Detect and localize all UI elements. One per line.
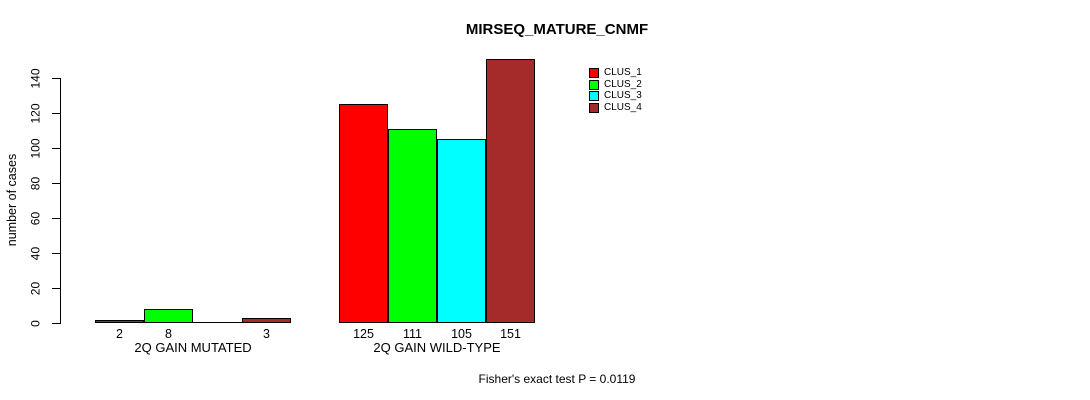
legend-swatch-clus-2: [589, 80, 599, 90]
bar-value-label-clus-4-2q-gain-mutated: 3: [263, 327, 270, 341]
y-axis-tick: [52, 113, 60, 114]
pvalue-annotation: Fisher's exact test P = 0.0119: [478, 372, 636, 386]
y-axis-tick: [52, 288, 60, 289]
bar-clus-2-2q-gain-mutated: [144, 309, 193, 323]
legend-label-clus-1: CLUS_1: [604, 67, 642, 78]
y-axis-tick-label: 20: [28, 281, 43, 295]
y-axis-tick: [52, 323, 60, 324]
category-label-2q-gain-mutated: 2Q GAIN MUTATED: [134, 340, 252, 355]
legend-swatch-clus-3: [589, 91, 599, 101]
bar-value-label-clus-1-2q-gain-wild-type: 125: [353, 327, 374, 341]
y-axis-tick-label: 40: [28, 246, 43, 260]
legend-swatch-clus-4: [589, 103, 599, 113]
y-axis-line: [60, 78, 61, 324]
bar-clus-2-2q-gain-wild-type: [388, 128, 437, 323]
bar-clus-1-2q-gain-wild-type: [339, 104, 388, 323]
category-label-2q-gain-wild-type: 2Q GAIN WILD-TYPE: [373, 340, 501, 355]
legend-label-clus-3: CLUS_3: [604, 90, 642, 101]
bar-value-label-clus-1-2q-gain-mutated: 2: [116, 327, 123, 341]
y-axis-tick-label: 0: [28, 319, 43, 327]
bar-value-label-clus-2-2q-gain-wild-type: 111: [402, 327, 422, 341]
y-axis-label: number of cases: [5, 153, 19, 247]
bar-clus-4-2q-gain-wild-type: [486, 58, 535, 323]
group-baseline-2q-gain-mutated: [95, 322, 291, 323]
y-axis-tick: [52, 218, 60, 219]
bar-value-label-clus-2-2q-gain-mutated: 8: [165, 327, 172, 341]
bar-value-label-clus-4-2q-gain-wild-type: 151: [500, 327, 521, 341]
y-axis-tick: [52, 78, 60, 79]
y-axis-tick-label: 120: [28, 102, 43, 124]
y-axis-tick: [52, 253, 60, 254]
y-axis-tick-label: 60: [28, 211, 43, 225]
bar-clus-4-2q-gain-mutated: [242, 317, 291, 323]
legend-swatch-clus-1: [589, 68, 599, 78]
bar-clus-3-2q-gain-wild-type: [437, 139, 486, 323]
y-axis-tick-label: 140: [28, 67, 43, 89]
chart-title: MIRSEQ_MATURE_CNMF: [465, 21, 649, 38]
bar-clus-1-2q-gain-mutated: [95, 319, 144, 323]
y-axis-tick: [52, 183, 60, 184]
bar-value-label-clus-3-2q-gain-wild-type: 105: [451, 327, 472, 341]
y-axis-tick-label: 100: [28, 137, 43, 159]
y-axis-tick-label: 80: [28, 176, 43, 190]
legend-label-clus-4: CLUS_4: [604, 102, 642, 113]
y-axis-tick: [52, 148, 60, 149]
legend-label-clus-2: CLUS_2: [604, 79, 642, 90]
